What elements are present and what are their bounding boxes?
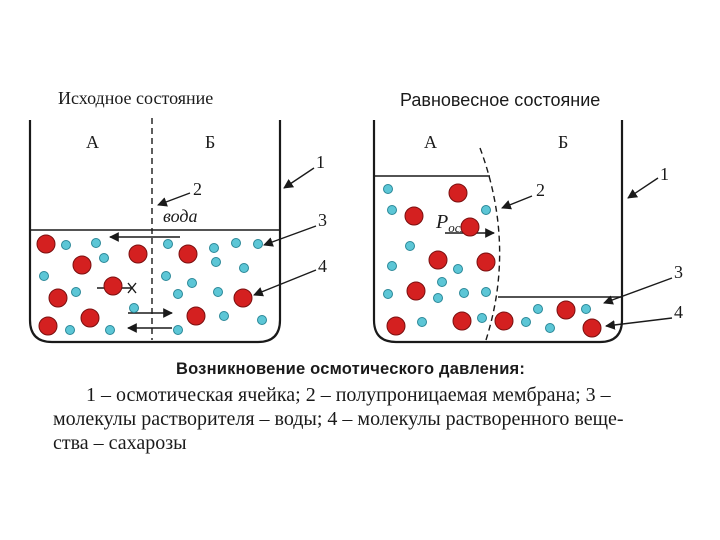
solvent-molecule xyxy=(453,264,463,274)
solute-molecule xyxy=(48,288,68,308)
solvent-molecule xyxy=(437,277,447,287)
equilibrium-solute-molecules xyxy=(386,183,602,338)
membrane-callout-number: 2 xyxy=(193,179,202,199)
solvent-molecule xyxy=(209,243,219,253)
solvent-molecule xyxy=(581,304,591,314)
cell-callout-number-left: 1 xyxy=(316,152,325,172)
solute-molecule xyxy=(452,311,472,331)
equilibrium-label-b: Б xyxy=(558,132,568,152)
caption-line-3: ства – сахарозы xyxy=(53,432,187,454)
solvent-molecule xyxy=(211,257,221,267)
solvent-molecule xyxy=(173,325,183,335)
initial-label-b: Б xyxy=(205,132,215,152)
solvent-molecule xyxy=(383,184,393,194)
equilibrium-vessel xyxy=(372,120,624,344)
water-label: вода xyxy=(163,206,197,226)
solvent-molecule xyxy=(173,289,183,299)
caption-line-2: молекулы растворителя – воды; 4 – молеку… xyxy=(53,408,624,430)
solute-molecule xyxy=(460,217,480,237)
solvent-molecule xyxy=(187,278,197,288)
solvent-callout-arrow-left xyxy=(263,225,317,247)
solvent-molecule xyxy=(545,323,555,333)
solute-callout-arrow-left xyxy=(253,269,317,297)
solute-molecule xyxy=(36,234,56,254)
cell-callout-number-right: 1 xyxy=(660,164,669,184)
solvent-molecule xyxy=(387,261,397,271)
solvent-molecule xyxy=(257,315,267,325)
membrane-callout-number-right: 2 xyxy=(536,180,545,200)
solvent-molecule xyxy=(99,253,109,263)
solvent-callout-arrow-right xyxy=(603,277,673,305)
solvent-molecule xyxy=(161,271,171,281)
solvent-molecule xyxy=(433,293,443,303)
solvent-molecule xyxy=(481,287,491,297)
solvent-molecule xyxy=(71,287,81,297)
solvent-molecule xyxy=(533,304,543,314)
solute-molecule xyxy=(38,316,58,336)
solvent-molecule xyxy=(477,313,487,323)
blocked-cross-icon xyxy=(127,282,137,294)
solute-molecule xyxy=(186,306,206,326)
caption-line-1: 1 – осмотическая ячейка; 2 – полупроница… xyxy=(86,384,611,406)
solvent-molecule xyxy=(481,205,491,215)
cell-callout-arrow-left xyxy=(283,167,315,189)
solvent-molecule xyxy=(239,263,249,273)
solute-molecule xyxy=(428,250,448,270)
solute-callout-number-right: 4 xyxy=(674,302,683,322)
solute-molecule xyxy=(128,244,148,264)
solvent-molecule xyxy=(387,205,397,215)
pressure-symbol: P xyxy=(435,211,448,233)
solute-molecule xyxy=(178,244,198,264)
initial-solvent-molecules xyxy=(39,238,267,335)
membrane-callout-arrow xyxy=(157,192,191,207)
solute-molecule xyxy=(80,308,100,328)
solvent-molecule xyxy=(91,238,101,248)
solute-callout-arrow-right xyxy=(605,317,673,330)
solute-callout-number-left: 4 xyxy=(318,256,327,276)
solute-molecule xyxy=(406,281,426,301)
initial-vessel xyxy=(28,120,282,344)
osmosis-diagram: А Б 2 вода 1 3 4 xyxy=(28,118,683,344)
solvent-molecule xyxy=(405,241,415,251)
solvent-molecule xyxy=(231,238,241,248)
solvent-molecule xyxy=(521,317,531,327)
solvent-callout-number-left: 3 xyxy=(318,210,327,230)
solvent-molecule xyxy=(253,239,263,249)
solute-molecule xyxy=(233,288,253,308)
solvent-molecule xyxy=(459,288,469,298)
solvent-molecule xyxy=(105,325,115,335)
solvent-molecule xyxy=(65,325,75,335)
solvent-molecule xyxy=(213,287,223,297)
initial-state-title: Исходное состояние xyxy=(58,88,214,108)
solute-molecule xyxy=(103,276,123,296)
equilibrium-solvent-molecules xyxy=(383,184,591,333)
solvent-molecule xyxy=(39,271,49,281)
solute-molecule xyxy=(582,318,602,338)
solute-molecule xyxy=(404,206,424,226)
initial-solute-molecules xyxy=(36,234,253,336)
membrane-callout-arrow-right xyxy=(501,195,533,210)
solvent-molecule xyxy=(129,303,139,313)
solvent-molecule xyxy=(61,240,71,250)
caption-heading: Возникновение осмотического давления: xyxy=(176,360,526,378)
solute-molecule xyxy=(72,255,92,275)
solute-molecule xyxy=(386,316,406,336)
solute-molecule xyxy=(556,300,576,320)
initial-label-a: А xyxy=(86,132,99,152)
solvent-molecule xyxy=(417,317,427,327)
solute-molecule xyxy=(494,311,514,331)
cell-callout-arrow-right xyxy=(627,177,659,199)
equilibrium-state-title: Равновесное состояние xyxy=(400,90,601,110)
solvent-molecule xyxy=(383,289,393,299)
solute-molecule xyxy=(448,183,468,203)
equilibrium-membrane xyxy=(479,147,501,341)
solvent-molecule xyxy=(163,239,173,249)
solvent-molecule xyxy=(219,311,229,321)
equilibrium-label-a: А xyxy=(424,132,437,152)
solvent-callout-number-right: 3 xyxy=(674,262,683,282)
solute-molecule xyxy=(476,252,496,272)
